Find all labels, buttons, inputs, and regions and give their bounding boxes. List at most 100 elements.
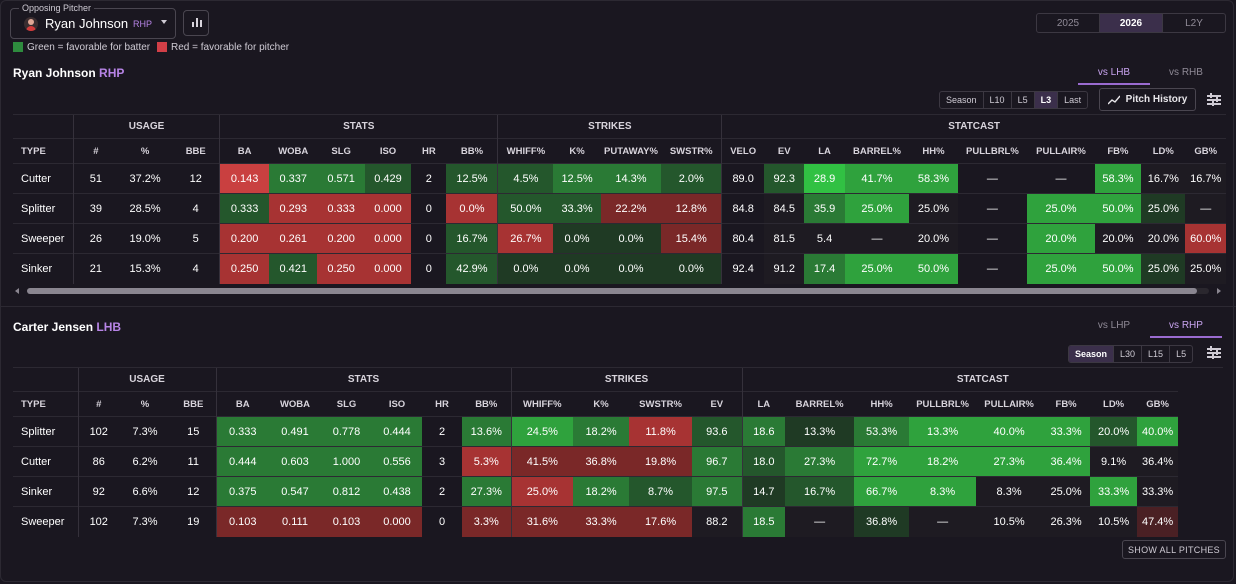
table-row[interactable]: Sinker 92 6.6% 12 0.375 0.547 0.812 0.438 2 27.3%… — [13, 476, 1223, 507]
column-header-slg[interactable]: SLG — [317, 138, 365, 164]
column-header-whiff[interactable]: WHIFF% — [510, 391, 574, 417]
scroll-right-icon[interactable] — [1217, 288, 1221, 294]
column-header-woba[interactable]: WOBA — [269, 391, 321, 417]
column-header-fb[interactable]: FB% — [1094, 138, 1142, 164]
column-header-ev[interactable]: EV — [692, 391, 743, 417]
stat-cell: 6.6% — [119, 476, 171, 507]
settings-tune-icon[interactable] — [1207, 93, 1221, 106]
column-header-bb[interactable]: BB% — [446, 138, 498, 164]
table-row[interactable]: Sinker 21 15.3% 4 0.250 0.421 0.250 0.000 0 42.9%… — [13, 253, 1226, 284]
column-header-bbe[interactable]: BBE — [172, 138, 220, 164]
stat-cell: — — [785, 506, 855, 537]
column-header-hr[interactable]: HR — [422, 391, 462, 417]
stat-cell: 0.421 — [269, 253, 318, 284]
range-l30[interactable]: L30 — [1114, 346, 1143, 362]
tab-vs-rhp[interactable]: vs RHP — [1150, 320, 1222, 338]
column-header-bb[interactable]: BB% — [462, 391, 512, 417]
column-header-pullair[interactable]: PULLAIR% — [976, 391, 1043, 417]
bar-chart-button[interactable] — [183, 10, 209, 36]
column-header-pullbrl[interactable]: PULLBRL% — [957, 138, 1028, 164]
stat-cell: 1.000 — [321, 446, 372, 477]
column-header-hr[interactable]: HR — [411, 138, 447, 164]
year-l2y[interactable]: L2Y — [1185, 17, 1203, 29]
column-header-woba[interactable]: WOBA — [269, 138, 318, 164]
column-header-[interactable]: % — [117, 138, 173, 164]
column-header-pullair[interactable]: PULLAIR% — [1027, 138, 1095, 164]
column-header-k[interactable]: K% — [573, 391, 630, 417]
stat-cell: 0.547 — [269, 476, 321, 507]
column-header-swstr[interactable]: SWSTR% — [661, 138, 722, 164]
column-header-putaway[interactable]: PUTAWAY% — [600, 138, 662, 164]
column-header-ev[interactable]: EV — [764, 138, 805, 164]
column-header-iso[interactable]: ISO — [372, 391, 422, 417]
column-header-swstr[interactable]: SWSTR% — [629, 391, 693, 417]
range-l3[interactable]: L3 — [1034, 92, 1059, 108]
column-header-row: TYPE #% BBE BA WOBA SLG ISO HR BB% WHIFF% K% SWSTR%… — [13, 391, 1223, 417]
stat-cell: 39 — [72, 193, 118, 224]
show-all-pitches-button[interactable]: SHOW ALL PITCHES — [1122, 540, 1226, 559]
range-l5[interactable]: L5 — [1176, 349, 1187, 359]
stat-cell: 0.000 — [364, 193, 412, 224]
year-2026[interactable]: 2026 — [1100, 14, 1163, 32]
tab-vs-lhb[interactable]: vs LHB — [1078, 67, 1150, 85]
column-header-gb[interactable]: GB% — [1137, 391, 1179, 417]
range-last[interactable]: Last — [1064, 95, 1082, 105]
column-header-barrel[interactable]: BARREL% — [785, 391, 855, 417]
range-l10[interactable]: L10 — [984, 92, 1012, 108]
column-header-ld[interactable]: LD% — [1141, 138, 1186, 164]
stat-cell: 0.000 — [372, 506, 422, 537]
column-header-[interactable]: # — [77, 391, 119, 417]
table-row[interactable]: Sweeper 26 19.0% 5 0.200 0.261 0.200 0.000 0 16.7… — [13, 223, 1226, 254]
column-header-bbe[interactable]: BBE — [171, 391, 216, 417]
column-header-la[interactable]: LA — [804, 138, 845, 164]
tab-vs-lhp[interactable]: vs LHP — [1097, 320, 1131, 331]
column-header-ba[interactable]: BA — [219, 138, 270, 164]
column-header-k[interactable]: K% — [553, 138, 601, 164]
column-header-hh[interactable]: HH% — [854, 391, 910, 417]
column-header-iso[interactable]: ISO — [364, 138, 412, 164]
pitch-history-button[interactable]: Pitch History — [1099, 88, 1196, 111]
opposing-pitcher-select[interactable]: Opposing Pitcher Ryan Johnson RHP — [10, 3, 176, 39]
table-row[interactable]: Cutter 86 6.2% 11 0.444 0.603 1.000 0.556 3 5.3% 4… — [13, 446, 1223, 477]
scroll-thumb[interactable] — [27, 288, 1197, 294]
column-header-la[interactable]: LA — [741, 391, 786, 417]
column-header-velo[interactable]: VELO — [721, 138, 765, 164]
column-header-whiff[interactable]: WHIFF% — [497, 138, 554, 164]
table-row[interactable]: Splitter 39 28.5% 4 0.333 0.293 0.333 0.000 0 0.0… — [13, 193, 1226, 224]
section-divider — [0, 306, 1236, 307]
column-header-slg[interactable]: SLG — [321, 391, 372, 417]
column-header-pullbrl[interactable]: PULLBRL% — [909, 391, 977, 417]
stat-cell: 58.3% — [909, 163, 958, 194]
column-header-[interactable]: % — [119, 391, 171, 417]
column-header-hh[interactable]: HH% — [909, 138, 958, 164]
batter-range-selector: Season L30 L15 L5 — [1068, 345, 1194, 363]
column-header-ld[interactable]: LD% — [1090, 391, 1138, 417]
horizontal-scrollbar[interactable] — [13, 285, 1223, 297]
column-header-fb[interactable]: FB% — [1042, 391, 1091, 417]
range-l5[interactable]: L5 — [1012, 92, 1035, 108]
column-header-gb[interactable]: GB% — [1185, 138, 1226, 164]
column-header-barrel[interactable]: BARREL% — [844, 138, 910, 164]
range-l15[interactable]: L15 — [1142, 346, 1171, 362]
range-season[interactable]: Season — [1069, 346, 1115, 362]
table-row[interactable]: Cutter 51 37.2% 12 0.143 0.337 0.571 0.429 2 12.5… — [13, 163, 1226, 194]
stat-cell: 50.0% — [1094, 253, 1142, 284]
year-2025[interactable]: 2025 — [1037, 14, 1100, 32]
stat-cell: 25.0% — [844, 253, 910, 284]
stat-cell: 16.7% — [1141, 163, 1186, 194]
column-header-[interactable]: # — [72, 138, 118, 164]
tab-vs-rhb[interactable]: vs RHB — [1169, 67, 1203, 78]
table-row[interactable]: Sweeper 102 7.3% 19 0.103 0.111 0.103 0.000 0 3.3… — [13, 506, 1223, 537]
stat-cell: 84.8 — [721, 193, 765, 224]
column-header-ba[interactable]: BA — [215, 391, 269, 417]
range-season[interactable]: Season — [940, 92, 984, 108]
stat-cell: 0 — [411, 253, 447, 284]
column-header-type[interactable]: TYPE — [13, 138, 74, 164]
column-header-type[interactable]: TYPE — [13, 391, 78, 417]
table-row[interactable]: Splitter 102 7.3% 15 0.333 0.491 0.778 0.444 2 13… — [13, 416, 1223, 447]
settings-tune-icon[interactable] — [1207, 346, 1221, 359]
scroll-left-icon[interactable] — [15, 288, 19, 294]
stat-cell: 26.3% — [1042, 506, 1091, 537]
stat-cell: 0.556 — [372, 446, 422, 477]
pitcher-avatar — [24, 17, 38, 31]
